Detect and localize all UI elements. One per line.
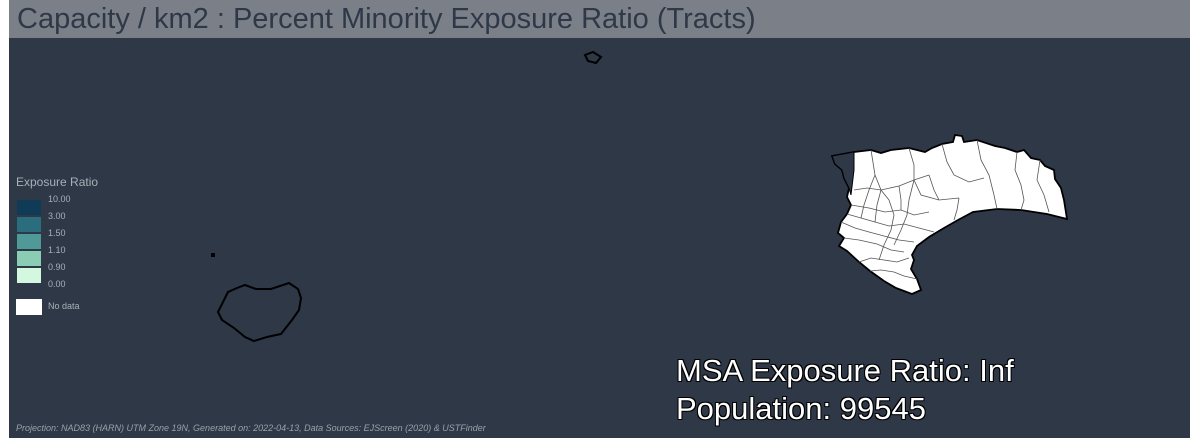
island-top xyxy=(583,50,603,65)
legend-item: 1.50 xyxy=(16,228,136,251)
legend-swatch xyxy=(16,233,42,250)
map-canvas xyxy=(211,50,1069,343)
legend-label: 0.00 xyxy=(48,279,66,289)
legend-label: 0.90 xyxy=(48,262,66,272)
tract-boundaries xyxy=(840,139,1050,280)
legend-item: 0.90 xyxy=(16,262,136,285)
legend-label: 1.50 xyxy=(48,228,66,238)
footer-credits: Projection: NAD83 (HARN) UTM Zone 19N, G… xyxy=(16,423,486,433)
legend-title: Exposure Ratio xyxy=(16,175,99,189)
map-frame: Capacity / km2 : Percent Minority Exposu… xyxy=(9,0,1190,438)
county-outline xyxy=(830,133,1069,295)
island-speck xyxy=(211,253,215,257)
county-region xyxy=(830,133,1069,295)
exposure-ratio-text: MSA Exposure Ratio: Inf xyxy=(676,353,1014,388)
title-bar: Capacity / km2 : Percent Minority Exposu… xyxy=(9,0,1190,38)
island-left xyxy=(216,281,303,343)
legend-label: 10.00 xyxy=(48,194,71,204)
summary-stats: MSA Exposure Ratio: Inf Population: 9954… xyxy=(676,352,1014,428)
county-dark-strip xyxy=(831,151,855,196)
legend-swatch xyxy=(16,199,42,216)
legend-swatch xyxy=(16,267,42,284)
legend-item: 3.00 xyxy=(16,211,136,234)
legend-swatch xyxy=(16,250,42,267)
legend-label: 1.10 xyxy=(48,245,66,255)
legend-label: 3.00 xyxy=(48,211,66,221)
legend-swatch xyxy=(16,299,42,315)
legend-swatch xyxy=(16,216,42,233)
legend-item: 1.10 xyxy=(16,245,136,268)
population-text: Population: 99545 xyxy=(676,391,926,426)
legend-item: 0.00 xyxy=(16,279,136,302)
legend-no-data: No data xyxy=(16,299,136,317)
legend-label: No data xyxy=(48,301,80,311)
legend-item: 10.00 xyxy=(16,194,136,217)
map-title: Capacity / km2 : Percent Minority Exposu… xyxy=(17,3,756,35)
